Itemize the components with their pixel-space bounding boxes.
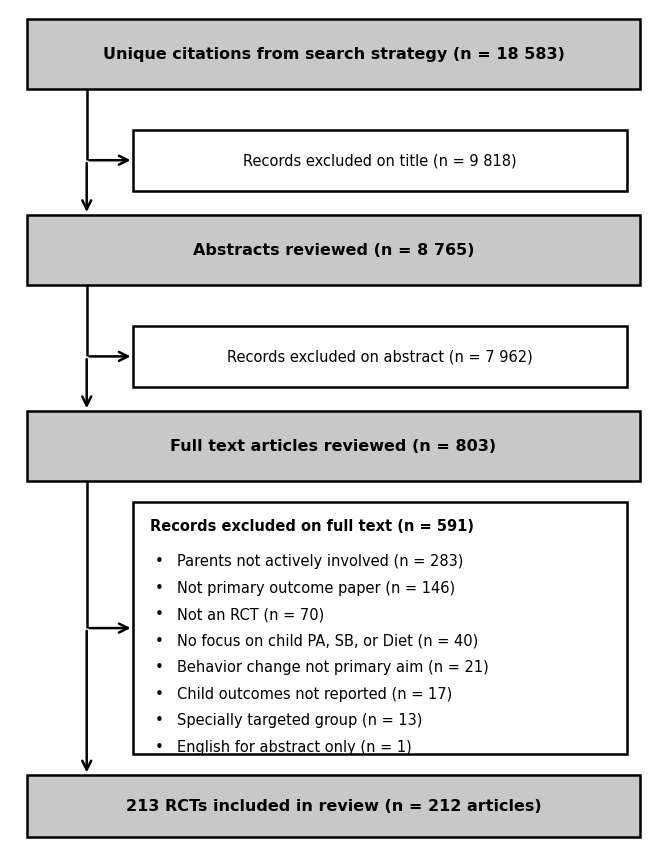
Bar	[27, 216, 640, 285]
Text: Full text articles reviewed (n = 803): Full text articles reviewed (n = 803)	[171, 439, 496, 454]
Text: Abstracts reviewed (n = 8 765): Abstracts reviewed (n = 8 765)	[193, 243, 474, 258]
Bar	[133, 503, 627, 754]
Text: •: •	[154, 580, 163, 596]
Text: English for abstract only (n = 1): English for abstract only (n = 1)	[177, 739, 412, 754]
Text: Unique citations from search strategy (n = 18 583): Unique citations from search strategy (n…	[103, 47, 564, 62]
Text: Not primary outcome paper (n = 146): Not primary outcome paper (n = 146)	[177, 580, 455, 596]
Text: Parents not actively involved (n = 283): Parents not actively involved (n = 283)	[177, 554, 463, 569]
Text: Records excluded on title (n = 9 818): Records excluded on title (n = 9 818)	[243, 153, 517, 169]
Text: •: •	[154, 686, 163, 701]
Bar	[27, 412, 640, 481]
Text: •: •	[154, 712, 163, 728]
Bar	[133, 130, 627, 192]
Text: Behavior change not primary aim (n = 21): Behavior change not primary aim (n = 21)	[177, 659, 488, 675]
Text: Not an RCT (n = 70): Not an RCT (n = 70)	[177, 607, 324, 622]
Text: 213 RCTs included in review (n = 212 articles): 213 RCTs included in review (n = 212 art…	[125, 798, 542, 814]
Bar	[27, 775, 640, 837]
Text: Records excluded on full text (n = 591): Records excluded on full text (n = 591)	[150, 518, 474, 533]
Bar	[27, 20, 640, 89]
Text: •: •	[154, 554, 163, 569]
Text: Records excluded on abstract (n = 7 962): Records excluded on abstract (n = 7 962)	[227, 349, 533, 365]
Text: •: •	[154, 633, 163, 648]
Text: •: •	[154, 607, 163, 622]
Bar	[133, 326, 627, 388]
Text: •: •	[154, 739, 163, 754]
Text: Child outcomes not reported (n = 17): Child outcomes not reported (n = 17)	[177, 686, 452, 701]
Text: No focus on child PA, SB, or Diet (n = 40): No focus on child PA, SB, or Diet (n = 4…	[177, 633, 478, 648]
Text: Specially targeted group (n = 13): Specially targeted group (n = 13)	[177, 712, 422, 728]
Text: •: •	[154, 659, 163, 675]
